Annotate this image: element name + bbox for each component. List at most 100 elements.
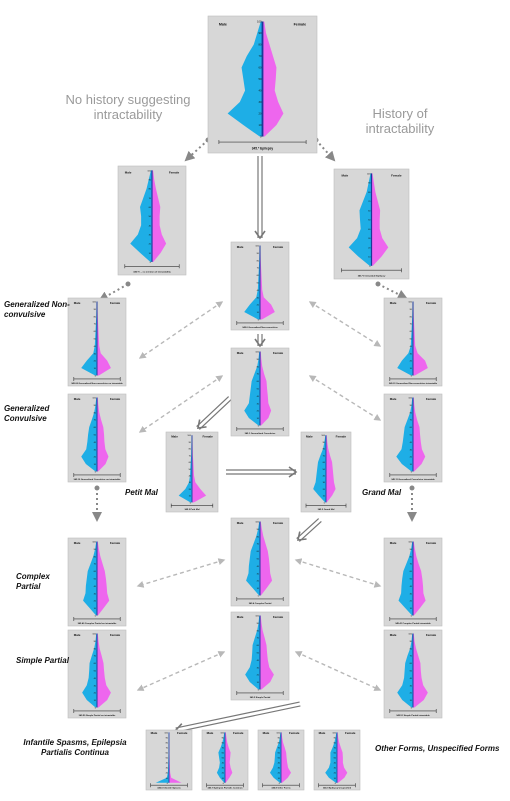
tick-label: 30: [410, 593, 413, 595]
tick-label: 40: [410, 346, 413, 348]
male-distribution: [178, 435, 192, 503]
tick-label: 80: [323, 449, 326, 451]
male-label: Male: [237, 615, 244, 619]
tick-label: 60: [166, 753, 169, 755]
solid-arrow-to-complex: [296, 518, 322, 542]
male-distribution: [244, 245, 260, 320]
tick-label: 20: [166, 773, 169, 775]
tick-label: 70: [257, 544, 260, 546]
arrow-conv-right: [308, 375, 382, 421]
male-distribution: [325, 732, 337, 783]
male-label: Male: [74, 633, 81, 637]
tick-label: 0: [324, 502, 326, 504]
tick-label: 40: [257, 396, 260, 398]
female-distribution: [281, 732, 292, 783]
panel-caption: 345.8 Other Forms: [271, 787, 291, 790]
panel-caption: 345.41 Complex Partial intractable: [395, 622, 431, 625]
tick-label: 80: [334, 742, 337, 744]
female-distribution: [260, 351, 272, 426]
tick-label: 50: [278, 758, 281, 760]
tick-label: 40: [222, 763, 225, 765]
female-label: Female: [202, 435, 213, 439]
female-label: Female: [273, 615, 284, 619]
panel-caption: 345.*1 Intractable Epilepsy: [358, 274, 386, 277]
male-label: Male: [207, 731, 214, 735]
tick-label: 90: [410, 549, 413, 551]
female-distribution: [326, 435, 336, 503]
label-infantile: Infantile Spasms, Epilepsia Partialis Co…: [23, 738, 127, 757]
tick-label: 30: [166, 768, 169, 770]
tick-label: 40: [368, 229, 371, 231]
tick-label: 90: [94, 405, 97, 407]
tick-label: 20: [323, 489, 326, 491]
tick-label: 80: [257, 630, 260, 632]
tick-label: 80: [257, 536, 260, 538]
tick-label: 20: [410, 693, 413, 695]
arrow-nonconv-left: [138, 301, 224, 359]
tick-label: 100: [92, 302, 96, 304]
panel-caption: 345.11 Generalized Convulsive intractabl…: [391, 478, 435, 481]
tick-label: 100: [276, 732, 280, 734]
tick-label: 70: [166, 748, 169, 750]
label-simple-partial: Simple Partial: [16, 656, 69, 665]
tick-label: 80: [368, 192, 371, 194]
tick-label: 30: [368, 238, 371, 240]
tick-label: 30: [94, 685, 97, 687]
tick-label: 70: [222, 748, 225, 750]
male-label: Male: [263, 731, 270, 735]
male-label: Male: [342, 174, 349, 178]
panel-caption: 345.* Epilepsy: [252, 147, 274, 151]
tick-label: 40: [257, 566, 260, 568]
male-distribution: [155, 732, 169, 783]
male-distribution: [245, 615, 260, 690]
tick-label: 100: [92, 634, 96, 636]
tick-label: 70: [189, 455, 192, 457]
female-distribution: [413, 633, 428, 708]
tick-label: 100: [332, 732, 336, 734]
tick-label: 80: [94, 556, 97, 558]
tick-label: 90: [94, 309, 97, 311]
tick-label: 80: [410, 648, 413, 650]
tick-label: 0: [411, 615, 413, 617]
tick-label: 0: [260, 135, 262, 139]
tick-label: 0: [95, 615, 97, 617]
tick-label: 60: [258, 66, 262, 70]
tick-label: 100: [367, 173, 371, 175]
tick-label: 30: [258, 100, 262, 104]
male-distribution: [244, 351, 260, 426]
tick-label: 0: [150, 262, 152, 264]
female-label: Female: [110, 301, 121, 305]
tick-label: 90: [258, 31, 262, 35]
female-distribution: [371, 173, 389, 266]
tick-label: 90: [94, 641, 97, 643]
label-complex-partial: Complex Partial: [16, 572, 50, 591]
tick-label: 70: [257, 268, 260, 270]
tick-label: 90: [323, 442, 326, 444]
tick-label: 50: [94, 434, 97, 436]
tick-label: 40: [257, 290, 260, 292]
female-distribution: [413, 541, 426, 616]
male-label: Male: [74, 301, 81, 305]
tick-label: 70: [257, 638, 260, 640]
tick-label: 90: [222, 737, 225, 739]
tick-label: 60: [257, 381, 260, 383]
tick-label: 0: [411, 707, 413, 709]
tick-label: 60: [189, 462, 192, 464]
tick-label: 0: [411, 471, 413, 473]
tick-label: 80: [149, 189, 152, 191]
tick-label: 20: [189, 489, 192, 491]
panel-caption: 345.01 Generalized Non-convulsive intrac…: [389, 382, 438, 385]
arrow-complex-left: [136, 558, 226, 588]
tick-label: 70: [334, 748, 337, 750]
tick-label: 30: [410, 685, 413, 687]
female-distribution: [337, 732, 348, 783]
label-generalized-nonconvulsive: Generalized Non-convulsive: [4, 300, 70, 319]
tick-label: 20: [334, 773, 337, 775]
tick-label: 90: [257, 529, 260, 531]
male-label: Male: [237, 521, 244, 525]
